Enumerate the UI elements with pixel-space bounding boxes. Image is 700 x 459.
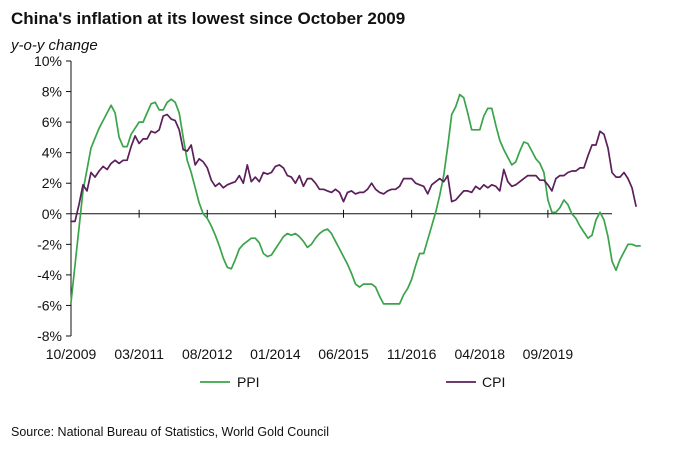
x-tick-label: 11/2016	[387, 346, 437, 362]
x-tick-label: 04/2018	[454, 346, 505, 362]
y-tick-label: -4%	[37, 267, 62, 283]
y-tick-labels: 10% 8% 6% 4% 2% 0% -2% -4% -6% -8%	[34, 53, 62, 344]
y-tick-label: 2%	[42, 175, 62, 191]
x-tick-labels: 10/2009 03/2011 08/2012 01/2014 06/2015 11/20…	[46, 346, 574, 362]
y-tick-marks	[66, 60, 71, 337]
y-tick-label: 10%	[34, 53, 62, 69]
y-tick-label: 6%	[42, 114, 62, 130]
x-tick-label: 03/2011	[114, 346, 164, 362]
y-tick-label: 4%	[42, 145, 62, 161]
y-tick-label: 8%	[42, 84, 62, 100]
y-tick-label: -8%	[37, 328, 62, 344]
y-tick-label: -2%	[37, 236, 62, 252]
source-note: Source: National Bureau of Statistics, W…	[11, 425, 329, 439]
legend-cpi-label: CPI	[482, 374, 505, 390]
x-tick-label: 10/2009	[46, 346, 97, 362]
cpi-line	[70, 113, 637, 223]
legend: PPI CPI	[200, 374, 505, 390]
x-tick-label: 01/2014	[250, 346, 301, 362]
x-tick-label: 08/2012	[182, 346, 233, 362]
x-tick-label: 09/2019	[523, 346, 574, 362]
x-tick-label: 06/2015	[318, 346, 369, 362]
y-axis-label: y-o-y change	[10, 37, 98, 54]
ppi-line	[70, 93, 641, 305]
x-tick-marks	[70, 209, 549, 218]
chart-title: China's inflation at its lowest since Oc…	[11, 9, 405, 28]
legend-ppi-label: PPI	[237, 374, 260, 390]
y-tick-label: -6%	[37, 297, 62, 313]
y-tick-label: 0%	[42, 206, 62, 222]
